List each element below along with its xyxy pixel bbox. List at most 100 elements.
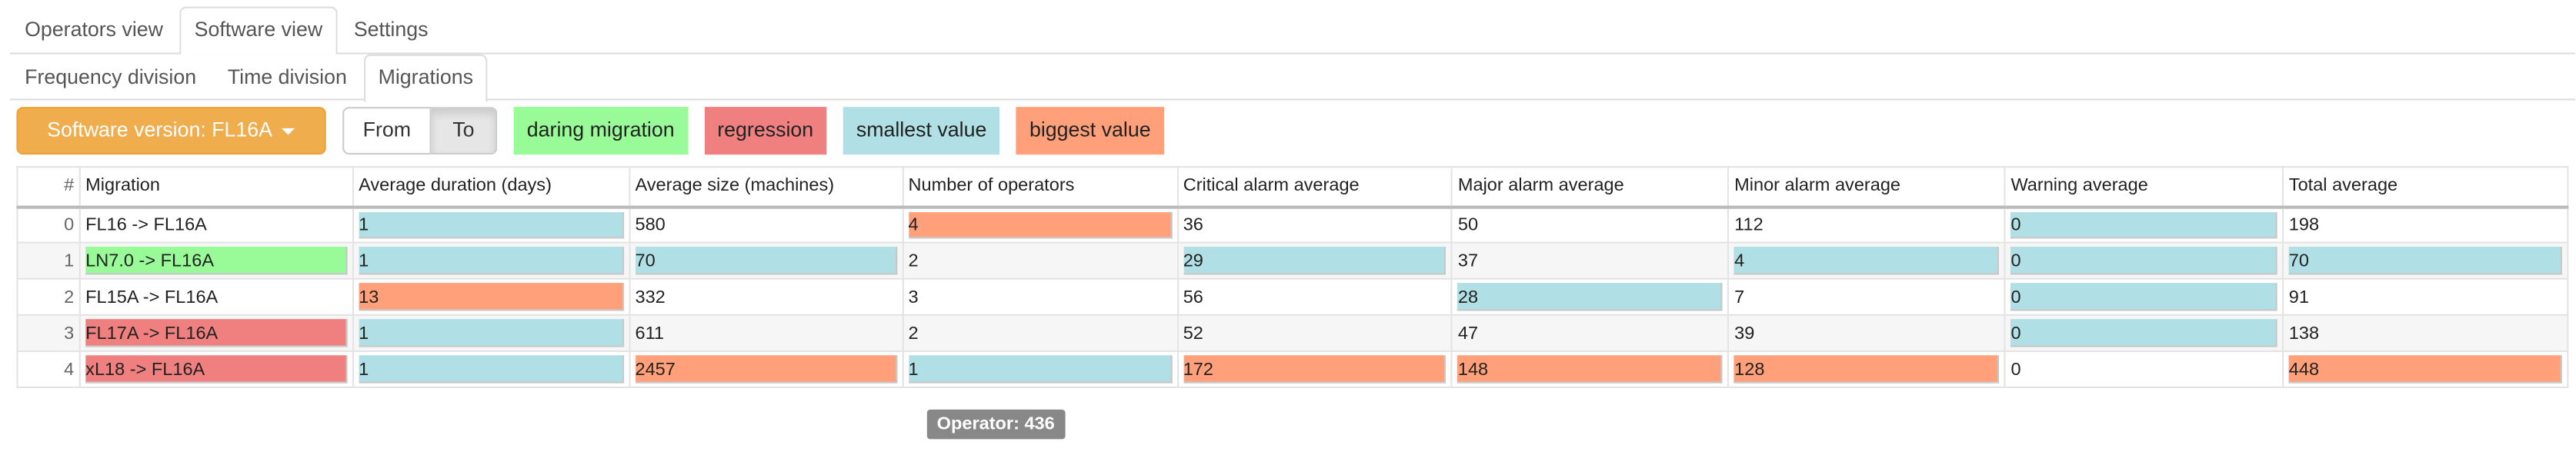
table-row[interactable]: 3 FL17A -> FL16A 1 611 2 52 47 39 0 138 — [16, 314, 2569, 352]
cell-value: 112 — [1734, 214, 1763, 235]
cell-value: 37 — [1457, 251, 1479, 271]
value-cell: 1 — [352, 241, 631, 280]
cell-highlight — [359, 247, 624, 275]
cell-value: 128 — [1734, 359, 1765, 380]
cell-value: 1 — [359, 214, 369, 235]
cell-value: 1 — [908, 359, 919, 380]
cell-highlight — [359, 211, 624, 239]
cell-highlight — [1183, 355, 1446, 384]
toolbar: Software version: FL16A From To daring m… — [16, 105, 1164, 154]
column-header[interactable]: Average size (machines) — [628, 166, 904, 208]
value-cell: 148 — [1451, 350, 1730, 389]
cell-value: 1 — [359, 359, 369, 380]
cell-value: 0 — [2010, 323, 2021, 344]
value-cell: 1 — [901, 350, 1179, 389]
cell-highlight — [2288, 355, 2562, 384]
cell-value: 0 — [2010, 214, 2021, 235]
value-cell: 1 — [352, 314, 631, 352]
value-cell: 91 — [2282, 277, 2569, 316]
tab-software-view[interactable]: Software view — [179, 6, 338, 55]
column-header[interactable]: Number of operators — [901, 166, 1179, 208]
value-cell: 50 — [1451, 205, 1730, 244]
cell-highlight — [85, 319, 348, 347]
cell-value: 3 — [908, 287, 919, 307]
column-header[interactable]: Major alarm average — [1451, 166, 1730, 208]
cell-value: 28 — [1457, 287, 1479, 307]
cell-value: 7 — [1734, 287, 1745, 307]
table-row[interactable]: 4 xL18 -> FL16A 1 2457 1 172 148 128 0 448 — [16, 350, 2569, 389]
cell-value: 611 — [635, 323, 665, 344]
value-cell: 138 — [2282, 314, 2569, 352]
to-button[interactable]: To — [431, 106, 498, 154]
migration-cell: LN7.0 -> FL16A — [78, 241, 354, 280]
value-cell: 4 — [1727, 241, 2007, 280]
cell-value: 91 — [2288, 287, 2310, 307]
migration-label: FL16 -> FL16A — [85, 214, 207, 235]
table-row[interactable]: 0 FL16 -> FL16A 1 580 4 36 50 112 0 198 — [16, 205, 2569, 244]
value-cell: 0 — [2004, 241, 2284, 280]
column-header[interactable]: Migration — [78, 166, 354, 208]
value-cell: 70 — [628, 241, 904, 280]
column-header[interactable]: # — [16, 166, 81, 208]
value-cell: 172 — [1176, 350, 1453, 389]
migrations-table: # Migration Average duration (days) Average… — [16, 166, 2569, 389]
migration-label: xL18 -> FL16A — [85, 359, 205, 380]
cell-value: 56 — [1183, 287, 1203, 307]
row-index: 3 — [16, 314, 81, 352]
value-cell: 0 — [2004, 314, 2284, 352]
cell-value: 70 — [635, 251, 656, 271]
tab-settings[interactable]: Settings — [353, 18, 429, 42]
cell-highlight — [635, 355, 897, 384]
software-version-dropdown[interactable]: Software version: FL16A — [16, 106, 326, 154]
table-row[interactable]: 2 FL15A -> FL16A 13 332 3 56 28 7 0 91 — [16, 277, 2569, 316]
cell-highlight — [359, 283, 624, 311]
value-cell: 112 — [1727, 205, 2007, 244]
column-header[interactable]: Critical alarm average — [1176, 166, 1453, 208]
cell-value: 0 — [2010, 251, 2021, 271]
column-header[interactable]: Total average — [2282, 166, 2569, 208]
subtab-migrations[interactable]: Migrations — [363, 54, 489, 102]
cell-value: 448 — [2288, 359, 2320, 380]
column-header[interactable]: Average duration (days) — [352, 166, 631, 208]
value-cell: 0 — [2004, 205, 2284, 244]
cell-value: 36 — [1183, 214, 1203, 235]
row-index: 1 — [16, 241, 81, 280]
cell-highlight — [1457, 355, 1723, 384]
cell-value: 1 — [359, 251, 369, 271]
cell-value: 2457 — [635, 359, 676, 380]
migration-cell: xL18 -> FL16A — [78, 350, 354, 389]
legend: daring migration regression smallest value… — [497, 106, 1164, 154]
cell-highlight — [2288, 247, 2562, 275]
software-version-label: Software version: FL16A — [47, 118, 273, 142]
table-row[interactable]: 1 LN7.0 -> FL16A 1 70 2 29 37 4 0 70 — [16, 241, 2569, 280]
value-cell: 448 — [2282, 350, 2569, 389]
migration-cell: FL16 -> FL16A — [78, 205, 354, 244]
value-cell: 332 — [628, 277, 904, 316]
value-cell: 198 — [2282, 205, 2569, 244]
migration-cell: FL15A -> FL16A — [78, 277, 354, 316]
cell-value: 1 — [359, 323, 369, 344]
cell-value: 148 — [1457, 359, 1489, 380]
value-cell: 580 — [628, 205, 904, 244]
column-header[interactable]: Warning average — [2004, 166, 2284, 208]
cell-value: 0 — [2010, 359, 2021, 380]
from-button[interactable]: From — [342, 106, 432, 154]
value-cell: 3 — [901, 277, 1179, 316]
cell-value: 4 — [908, 214, 919, 235]
cell-value: 138 — [2288, 323, 2320, 344]
value-cell: 47 — [1451, 314, 1730, 352]
table-header-row: # Migration Average duration (days) Average… — [16, 166, 2569, 208]
cell-value: 4 — [1734, 251, 1745, 271]
main-tabs: Operators view Software view Settings — [9, 6, 2575, 55]
tab-operators-view[interactable]: Operators view — [25, 18, 163, 42]
subtab-time-division[interactable]: Time division — [227, 65, 347, 89]
value-cell: 28 — [1451, 277, 1730, 316]
cell-value: 29 — [1183, 251, 1203, 271]
subtab-frequency-division[interactable]: Frequency division — [25, 65, 197, 89]
legend-regression: regression — [704, 106, 827, 154]
row-index: 2 — [16, 277, 81, 316]
column-header[interactable]: Minor alarm average — [1727, 166, 2007, 208]
cell-value: 52 — [1183, 323, 1203, 344]
row-index: 0 — [16, 205, 81, 244]
value-cell: 611 — [628, 314, 904, 352]
